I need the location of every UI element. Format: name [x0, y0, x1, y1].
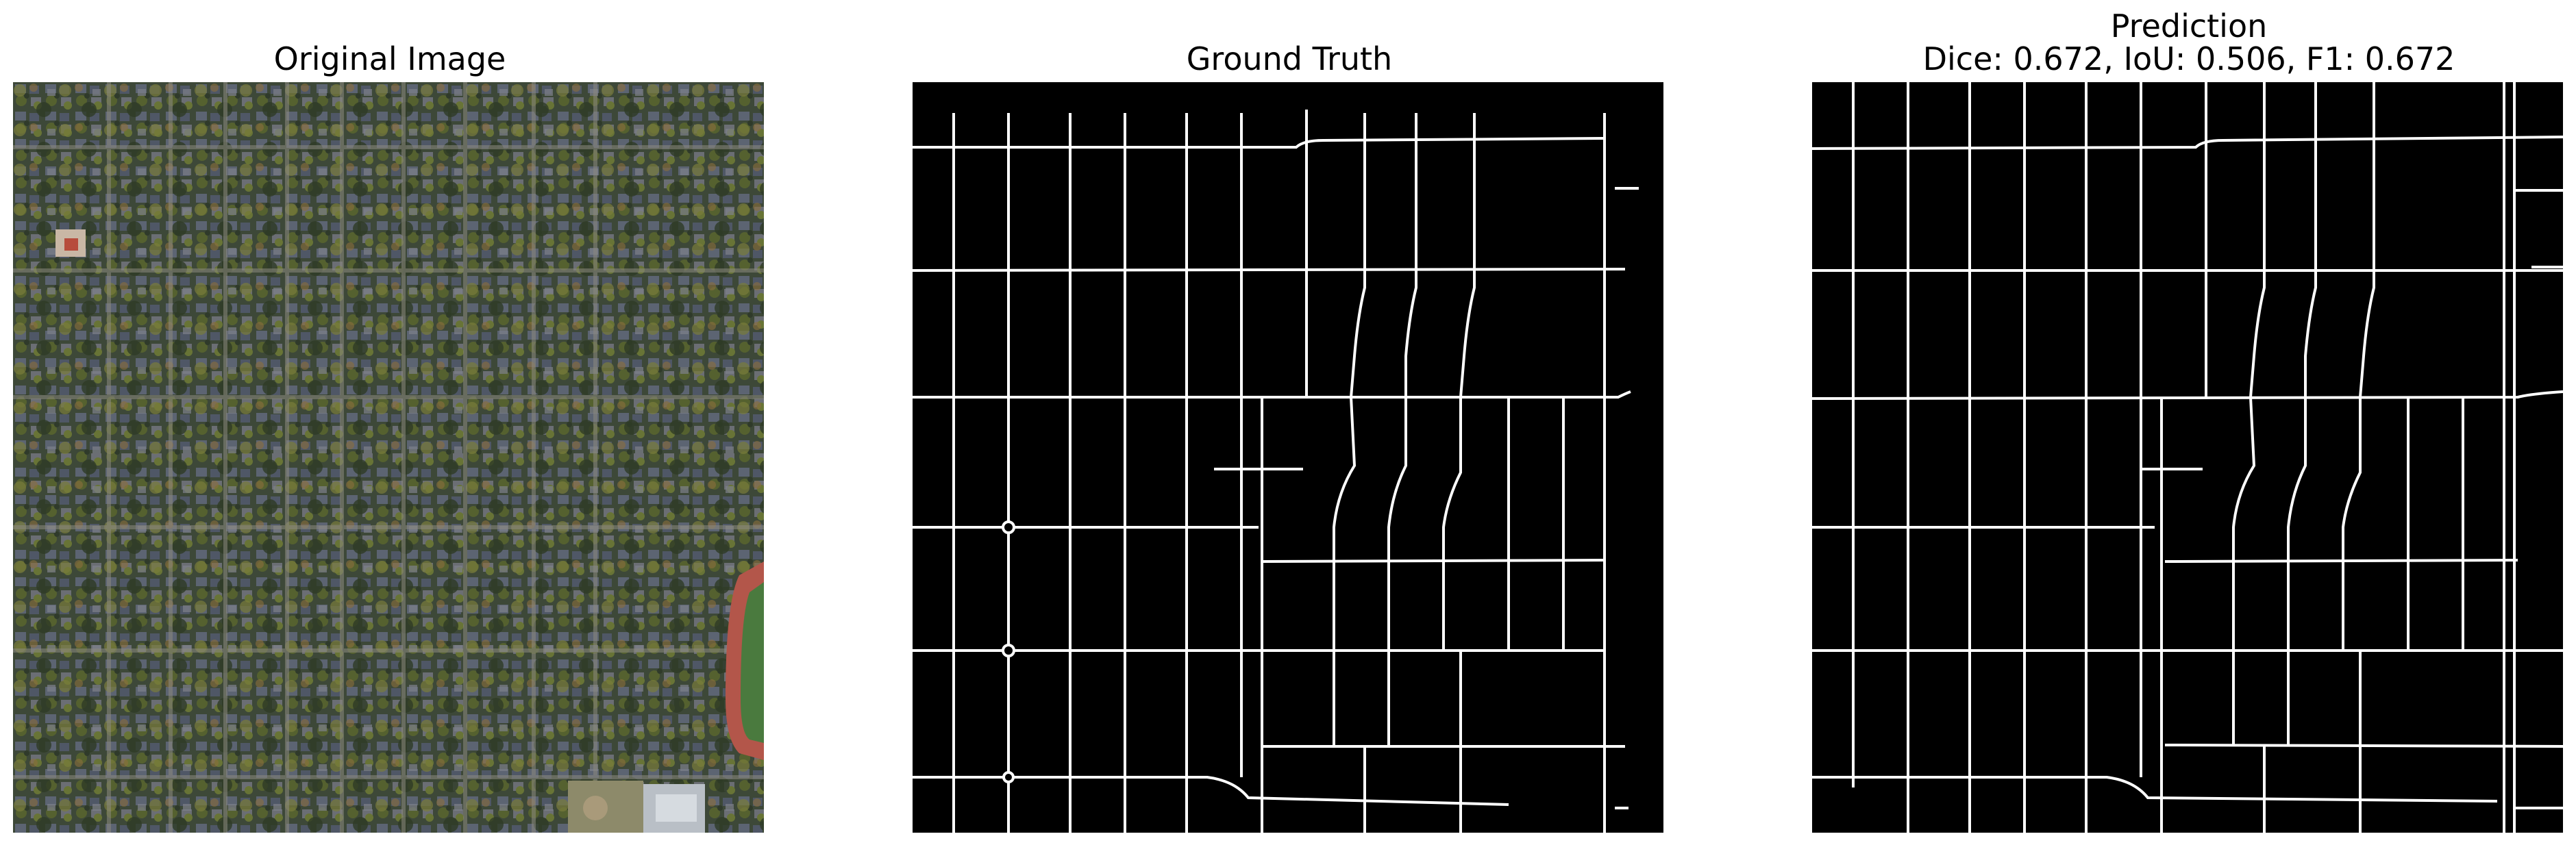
prediction-mask — [1812, 82, 2563, 833]
original-image-panel: Original Image — [13, 0, 767, 845]
ground-truth-mask — [913, 82, 1663, 833]
prediction-panel: Prediction Dice: 0.672, IoU: 0.506, F1: … — [1812, 0, 2566, 845]
ground-truth-title: Ground Truth — [1186, 40, 1393, 77]
prediction-title: Prediction — [2110, 8, 2268, 45]
original-image-title: Original Image — [273, 40, 506, 77]
aerial-image — [13, 82, 764, 833]
ground-truth-panel: Ground Truth — [913, 0, 1666, 845]
prediction-metrics: Dice: 0.672, IoU: 0.506, F1: 0.672 — [1922, 40, 2455, 77]
